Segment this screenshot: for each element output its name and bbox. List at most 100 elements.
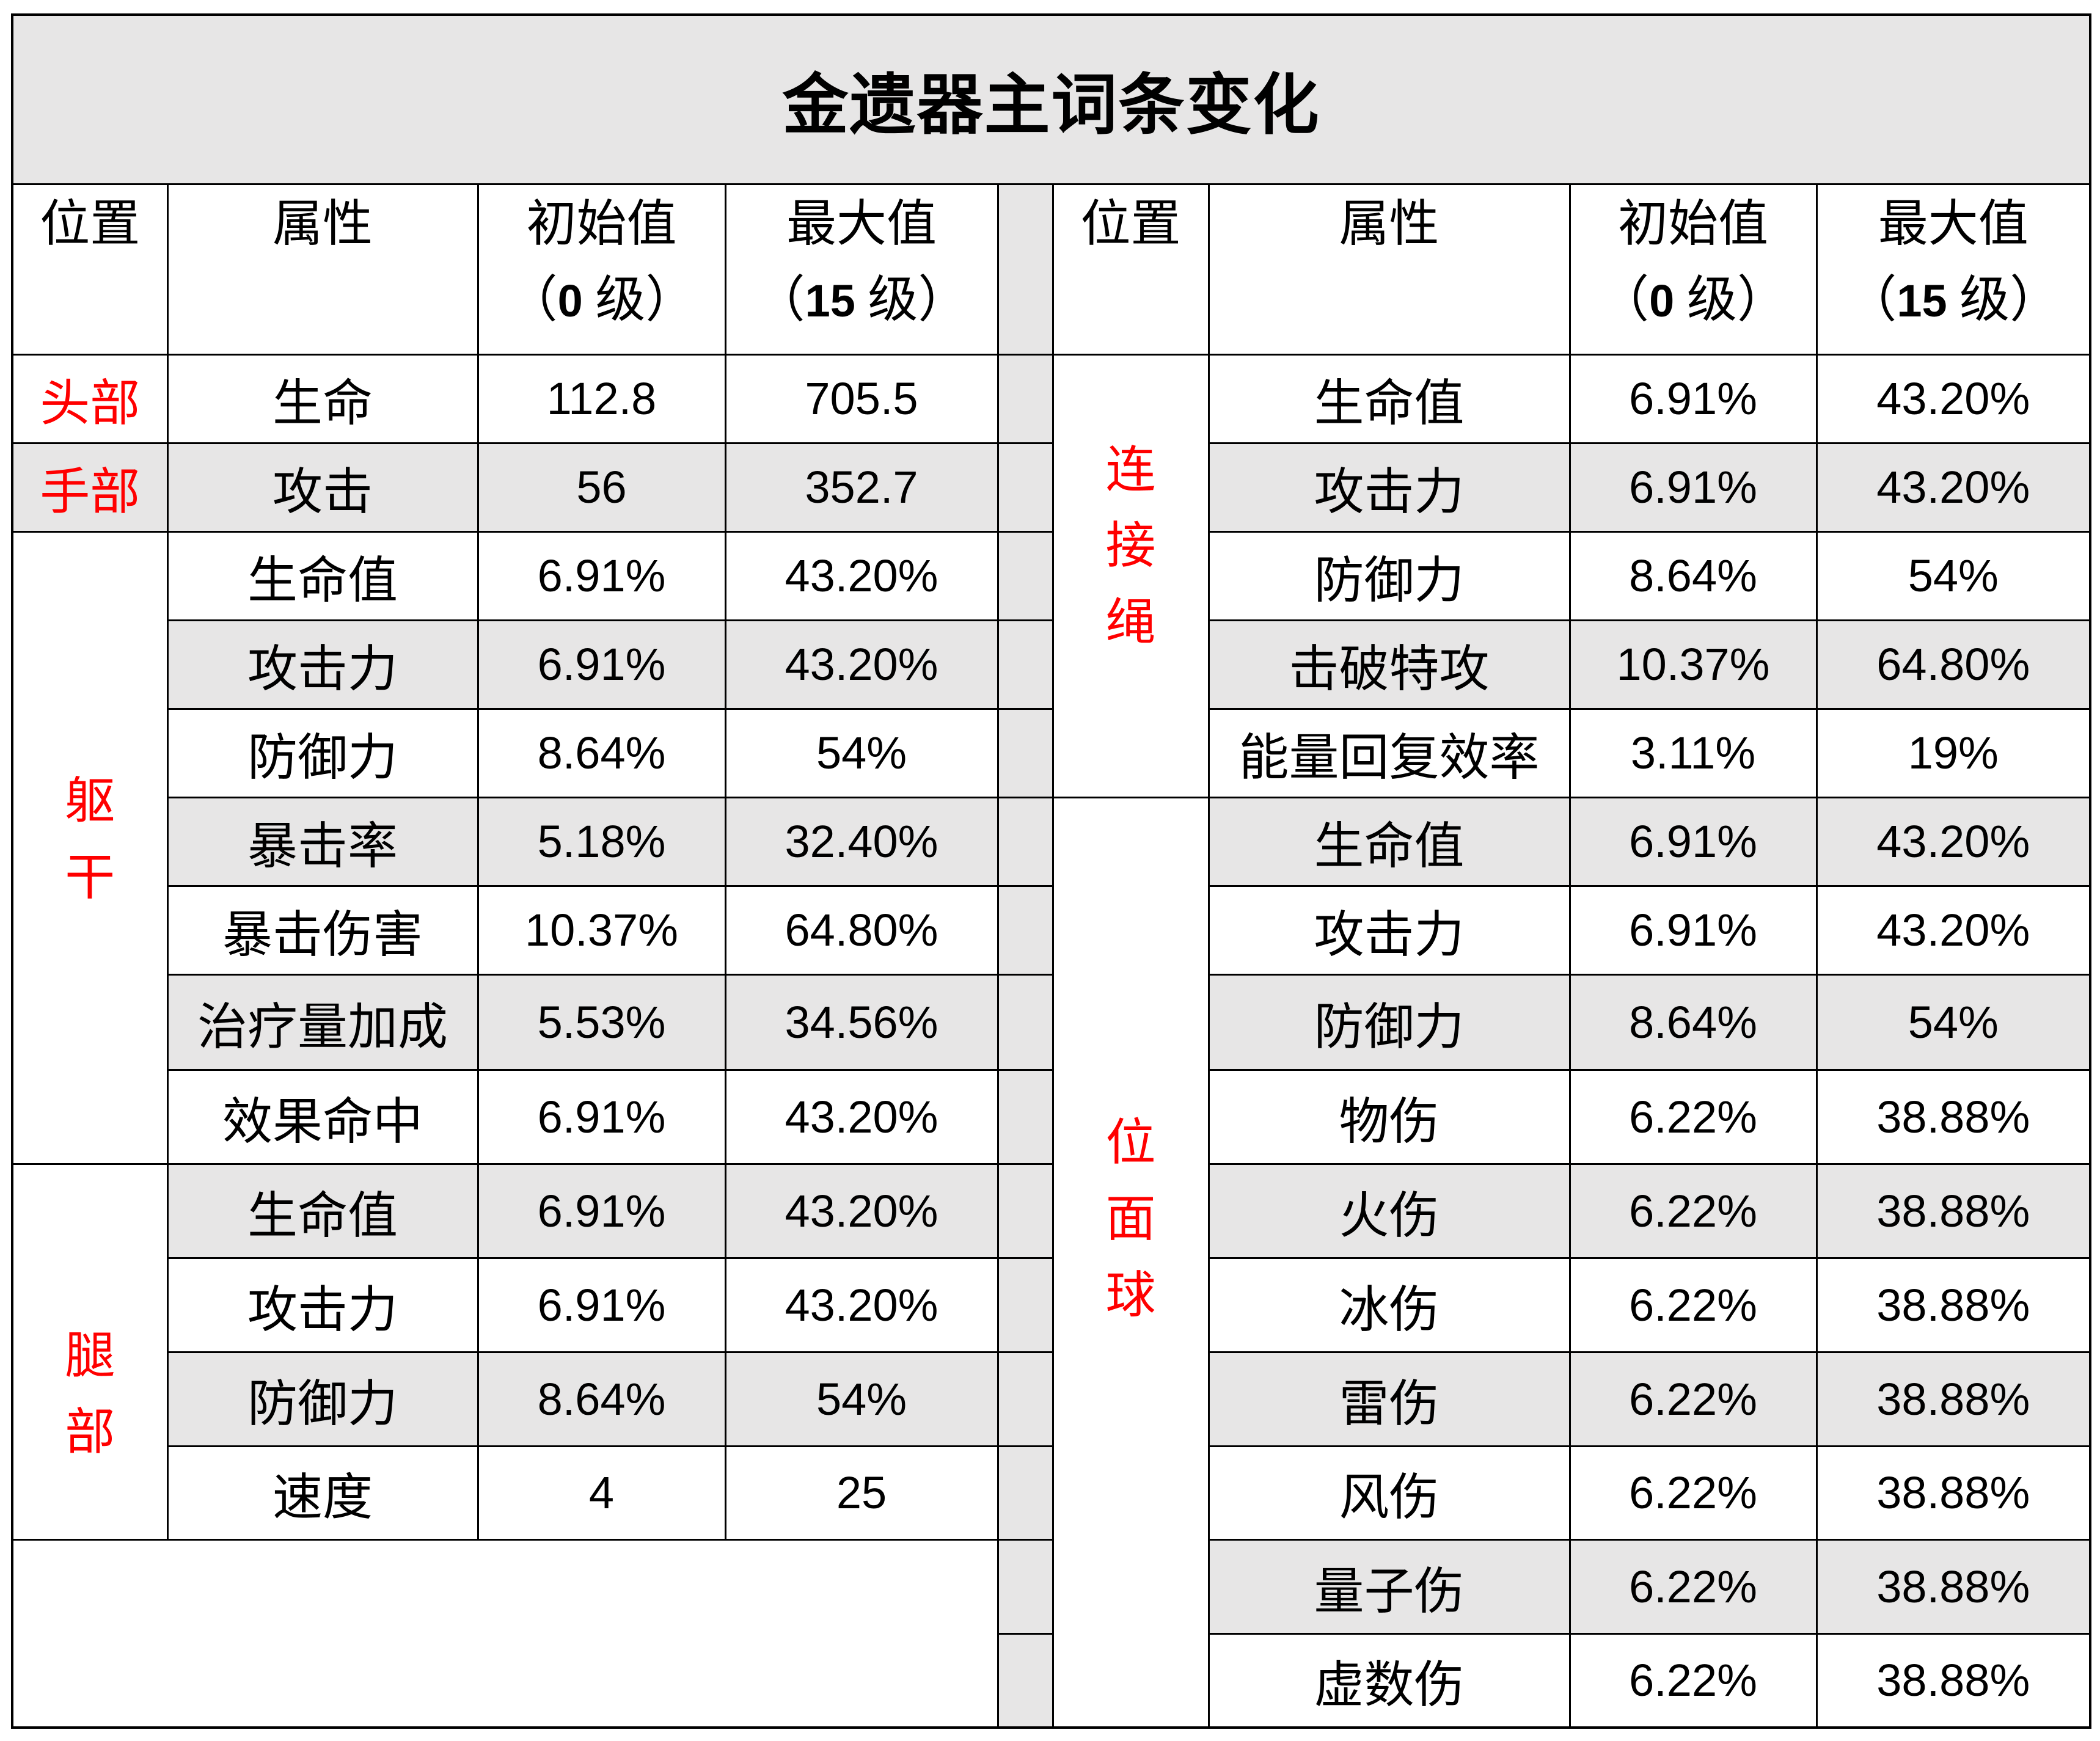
table-row: 量子伤 6.22% 38.88% xyxy=(11,1538,2091,1729)
attribute-name: 攻击力 xyxy=(1207,885,1571,976)
initial-value: 6.91% xyxy=(477,530,726,621)
header-label: 最大值 xyxy=(786,195,937,252)
initial-value: 10.37% xyxy=(477,885,726,976)
column-separator xyxy=(997,1538,1054,1635)
attribute-name: 暴击率 xyxy=(166,796,479,887)
table-row: 速度 4 25 风伤 6.22% 38.88% xyxy=(12,1445,2091,1541)
table-row: 腿部 生命值 6.91% 43.20% 火伤 6.22% 38.88% xyxy=(11,1162,2091,1541)
max-value: 38.88% xyxy=(1815,1068,2091,1165)
header-label: 位置 xyxy=(1080,195,1181,252)
header-position: 位置 xyxy=(11,183,169,356)
attribute-name: 攻击力 xyxy=(166,619,479,710)
slot-label-body: 躯干 xyxy=(11,530,169,1165)
initial-value: 8.64% xyxy=(477,707,726,798)
initial-value: 4 xyxy=(477,1445,726,1541)
initial-value: 6.91% xyxy=(1568,353,1818,444)
max-value: 43.20% xyxy=(724,1162,999,1259)
attribute-name: 攻击力 xyxy=(166,1257,479,1353)
attribute-name: 虚数伤 xyxy=(1207,1632,1571,1729)
initial-value: 6.22% xyxy=(1568,1257,1818,1353)
attribute-name: 生命值 xyxy=(166,530,479,621)
initial-value: 6.91% xyxy=(477,619,726,710)
attribute-name: 生命 xyxy=(166,353,479,444)
table-row: 手部 攻击 56 352.7 攻击力 6.91% 43.20% xyxy=(11,442,2091,533)
column-separator xyxy=(997,353,1054,444)
table-row: 效果命中 6.91% 43.20% 物伤 6.22% 38.88% xyxy=(12,1068,2091,1165)
initial-value: 6.91% xyxy=(1568,885,1818,976)
level-open: （ xyxy=(755,271,805,327)
slot-label-link-rope: 连接绳 xyxy=(1052,353,1210,798)
attribute-name: 效果命中 xyxy=(166,1068,479,1165)
max-value: 38.88% xyxy=(1815,1162,2091,1259)
max-value: 43.20% xyxy=(1815,442,2091,533)
level-number: 15 xyxy=(1897,275,1947,326)
max-value: 54% xyxy=(1815,530,2091,621)
level-close: 级） xyxy=(582,271,696,327)
level-number: 0 xyxy=(557,275,583,326)
column-separator xyxy=(997,619,1054,710)
attribute-name: 能量回复效率 xyxy=(1207,707,1571,798)
max-value: 64.80% xyxy=(1815,619,2091,710)
column-separator xyxy=(997,183,1054,356)
column-separator xyxy=(997,796,1054,887)
attribute-name: 火伤 xyxy=(1207,1162,1571,1259)
level-open: （ xyxy=(1599,271,1650,327)
max-value: 43.20% xyxy=(1815,796,2091,887)
column-separator xyxy=(997,1162,1054,1259)
attribute-name: 防御力 xyxy=(1207,530,1571,621)
slot-label-text: 位面球 xyxy=(1105,1115,1156,1323)
column-separator xyxy=(997,1445,1054,1541)
table-row: 防御力 8.64% 54% 雷伤 6.22% 38.88% xyxy=(12,1351,2091,1447)
initial-value: 5.53% xyxy=(477,973,726,1071)
column-separator xyxy=(997,1257,1054,1353)
initial-value: 6.22% xyxy=(1568,1632,1818,1729)
max-value: 705.5 xyxy=(724,353,999,444)
max-value: 64.80% xyxy=(724,885,999,976)
attribute-name: 防御力 xyxy=(166,707,479,798)
column-separator xyxy=(997,885,1054,976)
header-position: 位置 xyxy=(1052,183,1210,356)
slot-label-hands: 手部 xyxy=(11,442,169,533)
slot-label-text: 腿部 xyxy=(65,1327,115,1460)
attribute-name: 冰伤 xyxy=(1207,1257,1571,1353)
table-row: 攻击力 6.91% 43.20% 击破特攻 10.37% 64.80% xyxy=(12,619,2091,710)
attribute-name: 防御力 xyxy=(166,1351,479,1447)
slot-label-text: 连接绳 xyxy=(1105,442,1156,650)
max-value: 38.88% xyxy=(1815,1632,2091,1729)
header-label: 属性 xyxy=(1339,195,1440,252)
attribute-name: 风伤 xyxy=(1207,1445,1571,1541)
attribute-name: 雷伤 xyxy=(1207,1351,1571,1447)
initial-value: 112.8 xyxy=(477,353,726,444)
initial-value: 6.91% xyxy=(1568,442,1818,533)
slot-label-planar-sphere: 位面球 xyxy=(1052,796,1210,1729)
table-row: 躯干 生命值 6.91% 43.20% 防御力 8.64% 54% xyxy=(11,530,2091,1165)
max-value: 352.7 xyxy=(724,442,999,533)
slot-label-legs: 腿部 xyxy=(11,1162,169,1541)
initial-value: 3.11% xyxy=(1568,707,1818,798)
header-attribute: 属性 xyxy=(166,183,479,356)
attribute-name: 生命值 xyxy=(1207,353,1571,444)
table-row: 暴击率 5.18% 32.40% 位面球 生命值 6.91% 43.20% xyxy=(12,796,2091,1729)
column-separator xyxy=(997,707,1054,798)
initial-value: 6.22% xyxy=(1568,1162,1818,1259)
slot-label-text: 躯干 xyxy=(65,773,115,905)
max-value: 54% xyxy=(724,707,999,798)
max-value: 19% xyxy=(1815,707,2091,798)
initial-value: 6.22% xyxy=(1568,1538,1818,1635)
max-value: 43.20% xyxy=(1815,353,2091,444)
initial-value: 6.91% xyxy=(477,1257,726,1353)
header-max: 最大值 （15 级） xyxy=(724,183,999,356)
level-number: 0 xyxy=(1649,275,1675,326)
level-close: 级） xyxy=(1947,271,2060,327)
max-value: 54% xyxy=(1815,973,2091,1071)
header-level: （15 级） xyxy=(1818,262,2088,339)
max-value: 43.20% xyxy=(724,1068,999,1165)
max-value: 43.20% xyxy=(724,1257,999,1353)
attribute-name: 速度 xyxy=(166,1445,479,1541)
header-attribute: 属性 xyxy=(1207,183,1571,356)
attribute-name: 量子伤 xyxy=(1207,1538,1571,1635)
attribute-name: 暴击伤害 xyxy=(166,885,479,976)
relic-main-stat-table: 金遗器主词条变化 位置 属性 初始值 （0 级） 最大值 （15 级） 位置 属… xyxy=(11,13,2092,1729)
table-row: 防御力 8.64% 54% 能量回复效率 3.11% 19% xyxy=(12,707,2091,798)
header-label: 初始值 xyxy=(526,195,677,252)
